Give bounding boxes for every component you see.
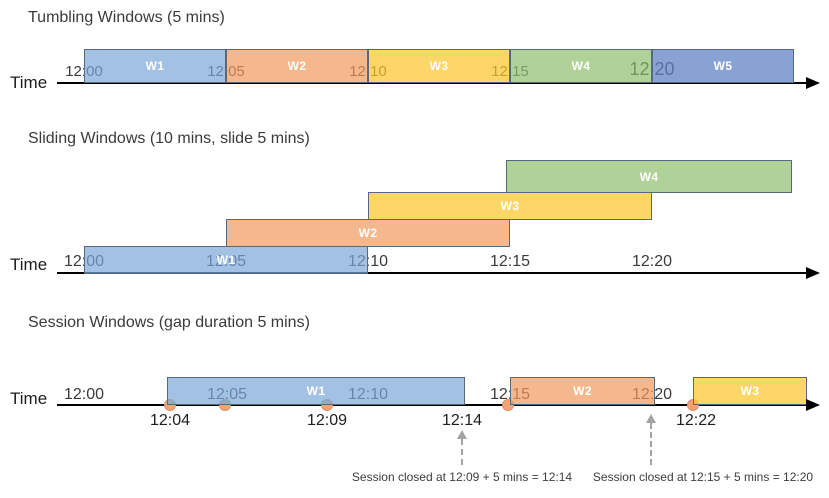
session-axis-arrowhead-icon [806, 399, 820, 411]
session-tick-1200: 12:00 [63, 386, 105, 403]
tumbling-time-axis [57, 82, 807, 84]
annotation-arrowhead-icon [646, 414, 656, 423]
session-window-w2: W2 [510, 377, 655, 405]
tumbling-window-w2: W2 [226, 49, 368, 83]
tumbling-section-title: Tumbling Windows (5 mins) [28, 9, 225, 26]
window-label: W1 [216, 253, 236, 267]
session-time-axis [57, 404, 808, 406]
window-label: W1 [145, 59, 165, 73]
window-label: W3 [500, 199, 520, 213]
window-label: W5 [713, 59, 733, 73]
annotation-arrow-line [650, 423, 652, 465]
session-closed-annotation-2: Session closed at 12:15 + 5 mins = 12:20 [592, 470, 814, 484]
session-window-w3: W3 [693, 377, 807, 405]
window-label: W2 [573, 384, 592, 398]
tumbling-time-axis-label: Time [10, 73, 48, 92]
sliding-window-w4: W4 [506, 160, 792, 193]
tumbling-window-w4: W4 [510, 49, 652, 83]
event-time-label-1209: 12:09 [306, 412, 348, 429]
window-label: W2 [287, 59, 307, 73]
annotation-arrow-line [461, 439, 463, 465]
session-time-axis-label: Time [10, 389, 48, 408]
event-time-label-1222: 12:22 [675, 412, 717, 429]
sliding-axis-arrowhead-icon [806, 267, 820, 279]
session-closed-annotation-1: Session closed at 12:09 + 5 mins = 12:14 [351, 470, 573, 484]
event-time-label-1204: 12:04 [149, 412, 191, 429]
sliding-window-w1: W1 [84, 246, 368, 274]
window-label: W4 [639, 169, 659, 184]
sliding-window-w2: W2 [226, 219, 510, 247]
sliding-tick-1215: 12:15 [489, 253, 531, 270]
tumbling-window-w3: W3 [368, 49, 510, 83]
window-label: W3 [429, 59, 449, 73]
session-section-title: Session Windows (gap duration 5 mins) [28, 314, 310, 331]
window-label: W1 [306, 384, 326, 398]
tumbling-axis-arrowhead-icon [806, 77, 820, 89]
tumbling-window-w5: W5 [652, 49, 794, 83]
sliding-section-title: Sliding Windows (10 mins, slide 5 mins) [28, 130, 310, 147]
session-close-label-1214: 12:14 [441, 412, 483, 429]
sliding-time-axis-label: Time [10, 255, 48, 274]
sliding-time-axis [57, 272, 807, 274]
annotation-arrowhead-icon [457, 430, 467, 439]
sliding-window-w3: W3 [368, 192, 652, 220]
tumbling-window-w1: W1 [84, 49, 226, 83]
session-window-w1: W1 [167, 377, 465, 405]
window-label: W4 [571, 59, 591, 73]
window-label: W3 [740, 384, 760, 398]
sliding-tick-1220: 12:20 [631, 253, 673, 270]
window-label: W2 [358, 226, 378, 240]
